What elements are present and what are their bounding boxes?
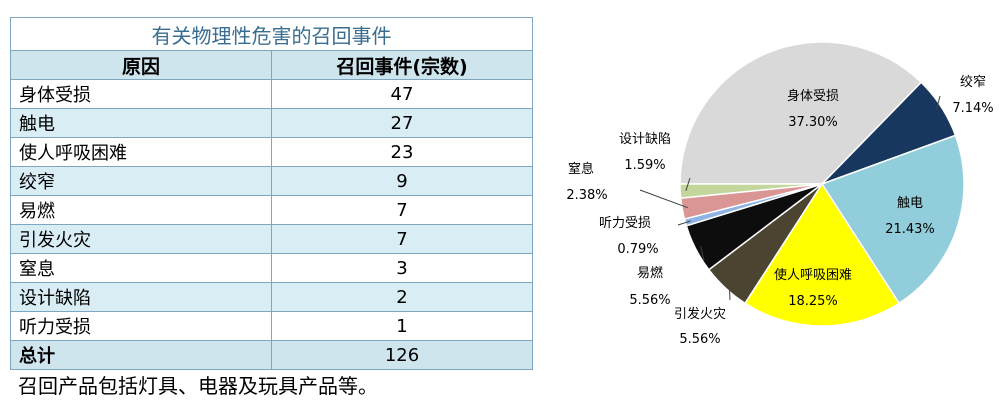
cause-cell: 触电 <box>10 108 272 138</box>
slice-percent-8: 1.59% <box>624 158 665 173</box>
total-row: 总计 126 <box>10 340 533 370</box>
count-cell: 1 <box>271 311 533 341</box>
slice-percent-4: 5.56% <box>679 332 720 347</box>
slice-label-8: 设计缺陷 <box>619 132 671 147</box>
slice-label-1: 绞窄 <box>960 74 986 90</box>
slice-percent-3: 18.25% <box>788 294 838 309</box>
header-count: 召回事件(宗数) <box>271 50 533 80</box>
slice-percent-2: 21.43% <box>885 222 935 237</box>
cause-cell: 设计缺陷 <box>10 282 272 312</box>
footnote: 召回产品包括灯具、电器及玩具产品等。 <box>18 374 378 398</box>
count-cell: 9 <box>271 166 533 196</box>
header-cause: 原因 <box>10 50 272 80</box>
count-cell: 47 <box>271 79 533 109</box>
pie-slice-0 <box>679 41 923 185</box>
recall-table: 有关物理性危害的召回事件 原因 召回事件(宗数) 身体受损 47 触电 27 使… <box>10 17 533 370</box>
cause-cell: 听力受损 <box>10 311 272 341</box>
cause-cell: 身体受损 <box>10 79 272 109</box>
count-cell: 2 <box>271 282 533 312</box>
table-row: 设计缺陷 2 <box>10 282 533 312</box>
slice-label-6: 听力受损 <box>599 216 651 231</box>
count-cell: 27 <box>271 108 533 138</box>
slice-label-4: 引发火灾 <box>674 306 726 322</box>
table-row: 易燃 7 <box>10 195 533 225</box>
table-row: 身体受损 47 <box>10 79 533 109</box>
slice-percent-5: 5.56% <box>629 293 670 308</box>
pie-slices <box>679 41 965 327</box>
slice-percent-0: 37.30% <box>788 115 838 130</box>
table-row: 窒息 3 <box>10 253 533 283</box>
slice-percent-1: 7.14% <box>952 101 993 116</box>
table-row: 绞窄 9 <box>10 166 533 196</box>
slice-percent-7: 2.38% <box>566 188 607 203</box>
count-cell: 7 <box>271 224 533 254</box>
pie-slice-3 <box>743 182 901 327</box>
slice-label-0: 身体受损 <box>787 88 839 104</box>
count-cell: 7 <box>271 195 533 225</box>
table-row: 听力受损 1 <box>10 311 533 341</box>
recall-table-container: 有关物理性危害的召回事件 原因 召回事件(宗数) 身体受损 47 触电 27 使… <box>10 17 533 370</box>
slice-label-7: 窒息 <box>568 161 594 177</box>
pie-slice-2 <box>820 134 965 305</box>
pie-labels: 身体受损 37.30% 绞窄 7.14% 触电 21.43% 使人呼吸困难 18.25% 引发火… <box>566 74 993 347</box>
total-value: 126 <box>271 340 533 370</box>
slice-label-2: 触电 <box>897 196 923 211</box>
leader-lines <box>639 95 941 301</box>
table-title: 有关物理性危害的召回事件 <box>10 17 533 51</box>
leader-line-7 <box>639 189 688 209</box>
cause-cell: 绞窄 <box>10 166 272 196</box>
table-row: 触电 27 <box>10 108 533 138</box>
count-cell: 3 <box>271 253 533 283</box>
pie-slice-8 <box>679 183 823 199</box>
leader-line-5 <box>700 246 705 262</box>
leader-line-4 <box>728 283 731 301</box>
leader-line-1 <box>936 95 941 111</box>
slice-label-5: 易燃 <box>637 265 663 281</box>
total-label: 总计 <box>10 340 272 370</box>
slice-label-3: 使人呼吸困难 <box>774 267 852 283</box>
cause-cell: 窒息 <box>10 253 272 283</box>
leader-line-8 <box>685 177 691 191</box>
leader-line-6 <box>677 220 691 226</box>
slice-percent-6: 0.79% <box>617 242 658 257</box>
